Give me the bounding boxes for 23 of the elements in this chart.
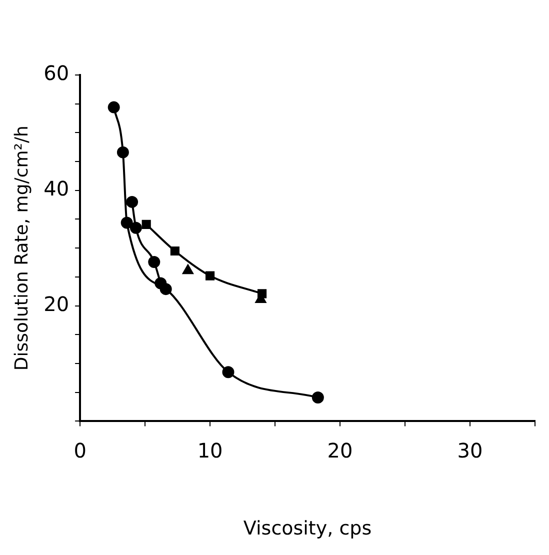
y-tick-label: 20: [44, 292, 70, 316]
x-tick-label: 10: [197, 438, 223, 462]
point: [206, 271, 215, 280]
point: [116, 146, 129, 158]
point: [130, 222, 142, 234]
point: [312, 392, 324, 404]
x-axis-title: Viscosity, cps: [243, 518, 372, 540]
y-tick-label: 60: [44, 61, 70, 86]
point: [182, 264, 194, 274]
point: [222, 366, 234, 378]
point: [120, 216, 133, 229]
y-tick-label: 40: [44, 176, 70, 201]
point: [160, 283, 172, 296]
point: [257, 289, 267, 298]
x-tick-label: 30: [457, 438, 483, 462]
point: [148, 256, 160, 268]
point: [170, 246, 180, 256]
x-tick-label: 0: [74, 438, 86, 462]
point: [142, 220, 151, 229]
y-axis-title: Dissolution Rate, mg/cm²/h: [11, 126, 32, 371]
point: [126, 196, 138, 208]
x-tick-label: 20: [327, 438, 353, 462]
point: [108, 101, 120, 114]
